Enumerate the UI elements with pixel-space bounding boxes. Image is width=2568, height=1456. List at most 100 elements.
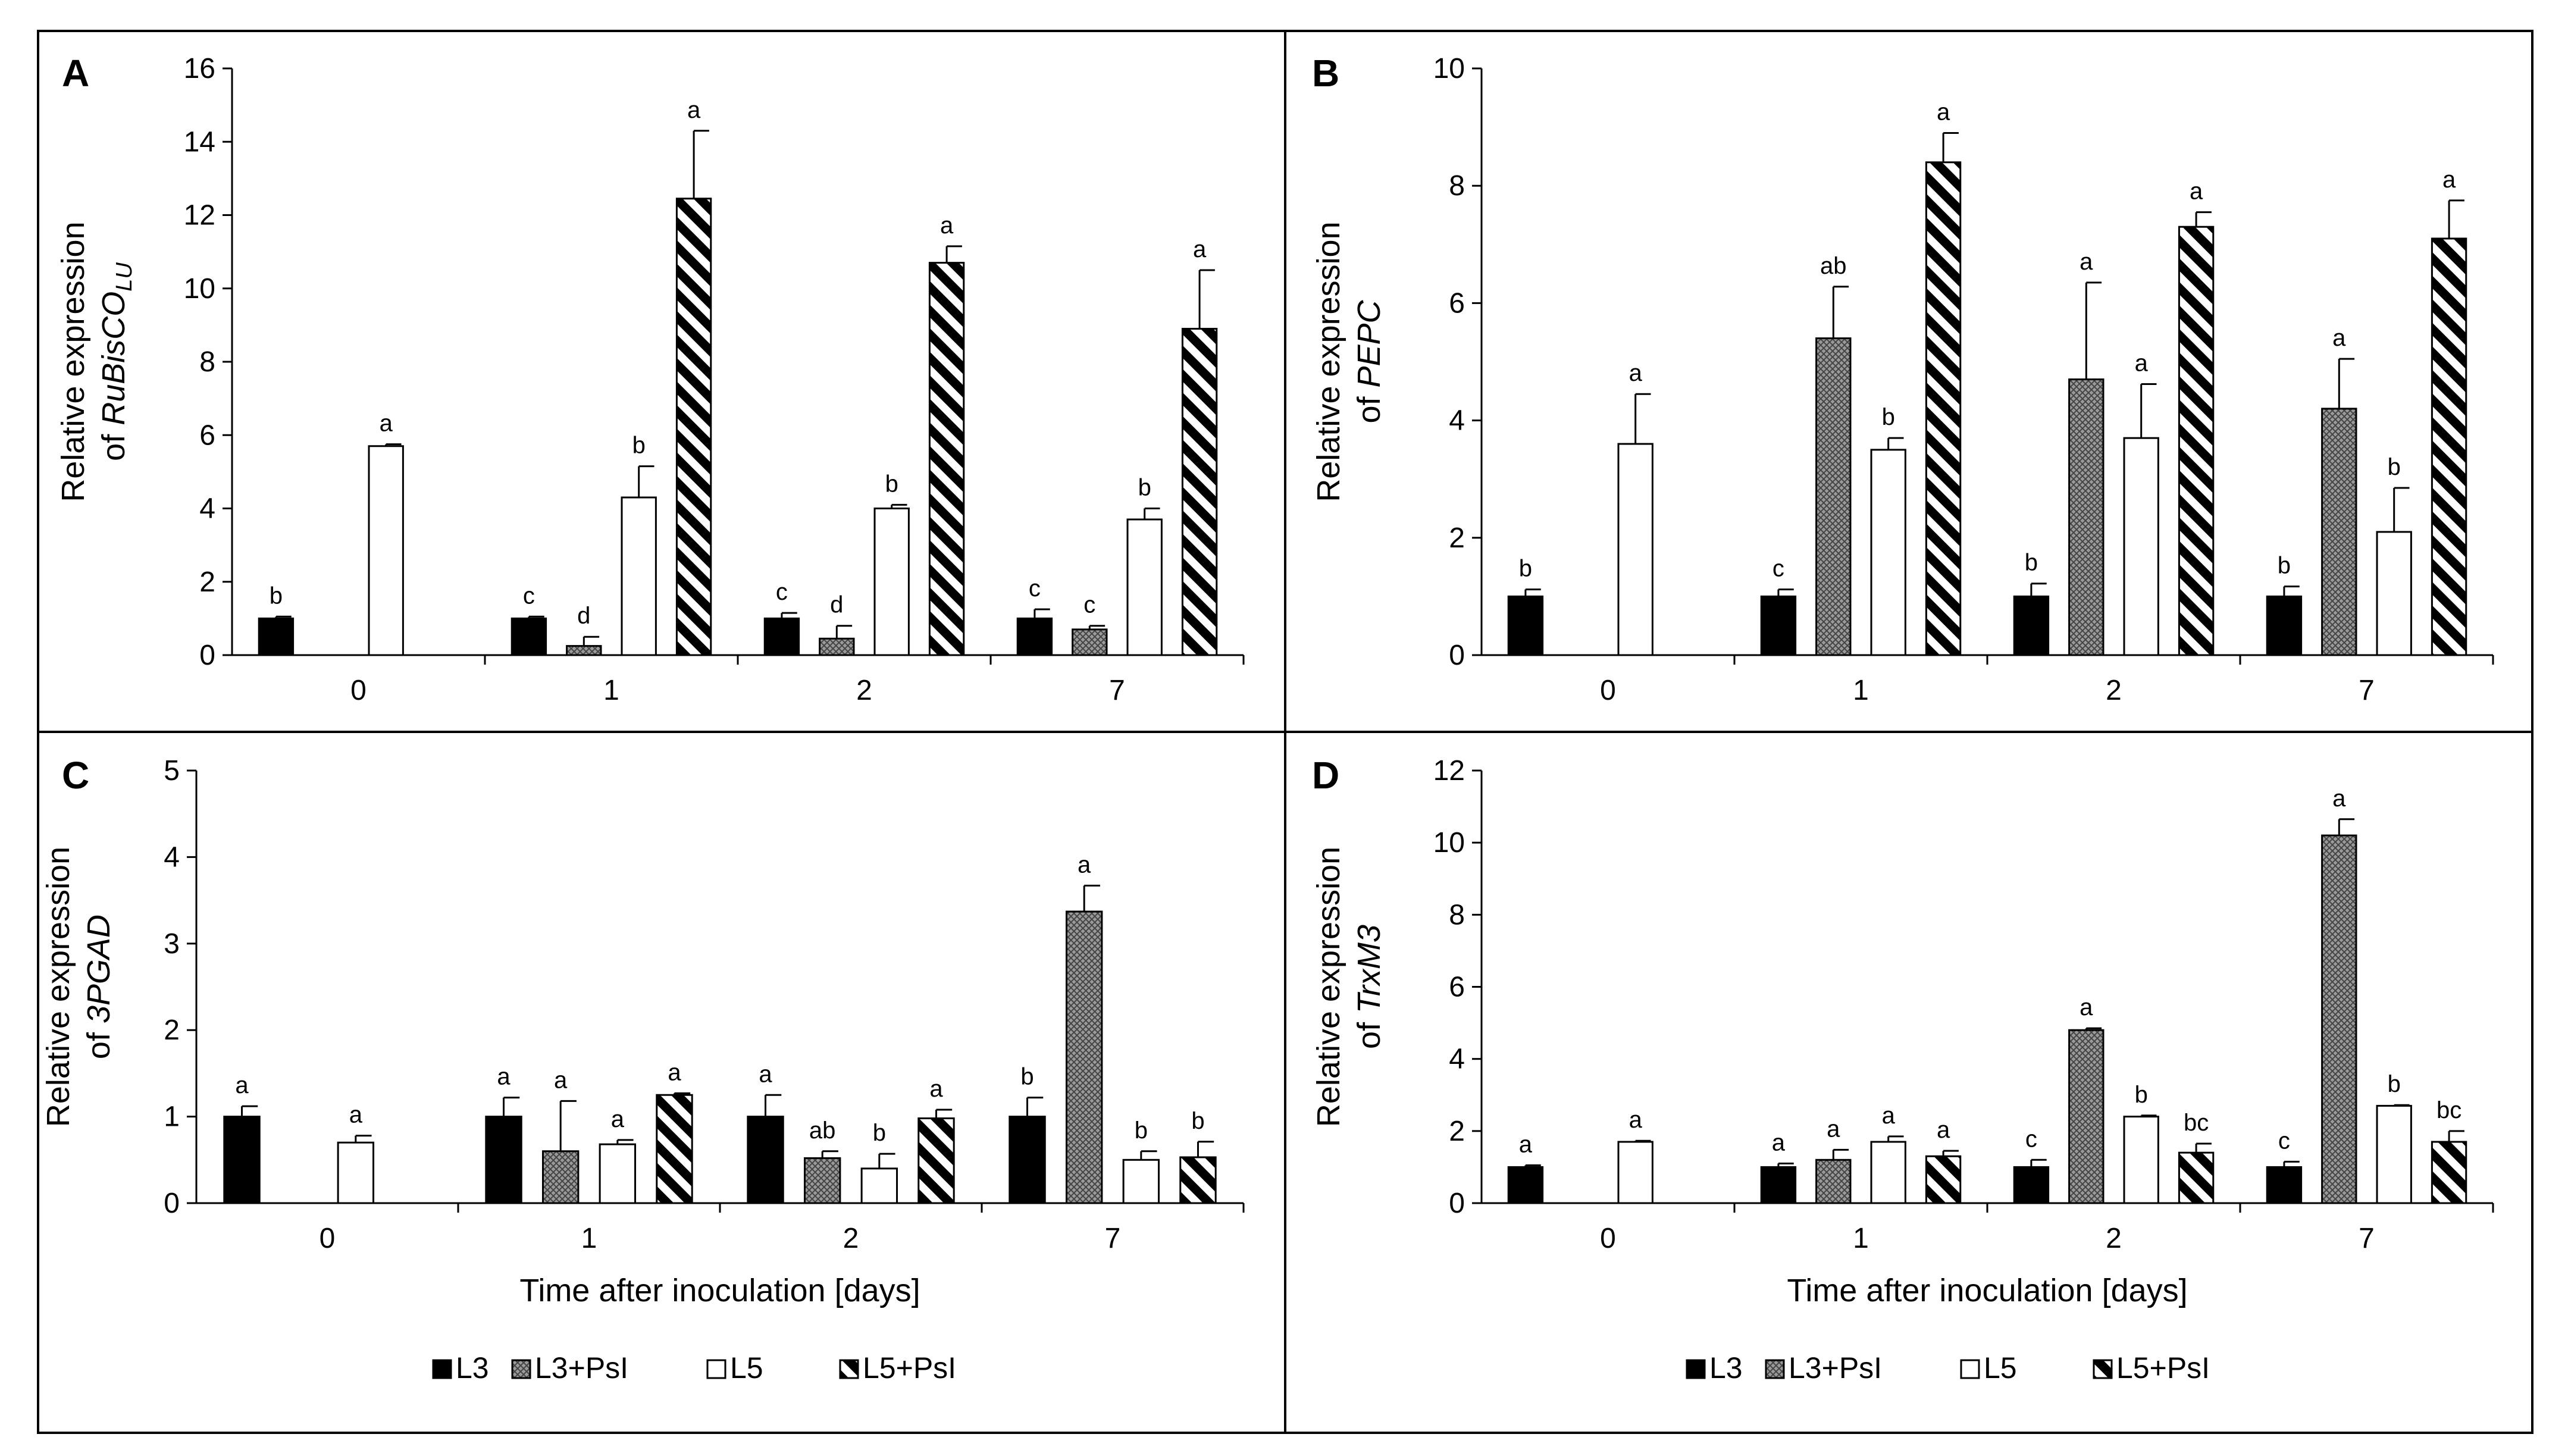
bar [2178,226,2215,656]
x-tick-label: 2 [856,675,872,706]
bar [675,198,712,656]
panel-letter: C [62,754,89,797]
bar [763,617,800,656]
significance-label: c [1772,556,1784,582]
y-tick-label: 10 [1433,53,1465,84]
y-axis-title-line2: of TrxM3 [1351,925,1387,1049]
bar [337,1141,375,1204]
legend-swatch [2093,1359,2113,1379]
y-tick-label: 0 [199,640,215,671]
y-tick-label: 8 [199,346,215,378]
bar [368,445,404,656]
panel-b: B 0 2 4 6 8 10 Relative expression of PEPC 0 b a 1 c a… [1311,52,2494,706]
significance-label: b [1519,556,1532,582]
bar [860,1167,898,1204]
y-tick-label: 6 [1449,972,1465,1003]
bar [2013,595,2050,656]
legend-1: L3 L3+PsI L5 L5+PsI [432,1351,956,1385]
bar [485,1116,522,1204]
bar [258,617,295,656]
y-tick-label: 16 [184,53,215,84]
bar [1072,628,1108,656]
y-tick-label: 3 [164,928,180,960]
y-axis-title-prefix: of [96,425,131,461]
y-tick-label: 14 [184,126,215,158]
bar [747,1116,784,1204]
legend-label: L5 [1984,1351,2017,1385]
x-tick-label: 1 [581,1223,597,1254]
bar [2431,1141,2467,1204]
significance-label: a [668,1059,681,1085]
bar [1925,161,1962,656]
significance-label: a [1937,1117,1950,1143]
x-tick-label: 7 [2359,1223,2375,1254]
legend-swatch [511,1359,531,1379]
significance-label: a [1882,1103,1896,1129]
significance-label: a [929,1076,943,1102]
bar [2013,1166,2050,1204]
y-tick-label: 4 [199,493,215,525]
bar [223,1116,261,1204]
significance-label: c [1083,592,1095,618]
bar [541,1150,580,1204]
legend-label: L5+PsI [2116,1351,2210,1385]
legend-label: L5 [730,1351,763,1385]
significance-label: c [1029,575,1041,602]
significance-label: a [2442,167,2456,193]
x-tick-label: 2 [2106,1223,2122,1254]
bar [1181,328,1218,656]
y-tick-label: 4 [164,841,180,873]
bar [928,262,965,656]
panel-letter: D [1312,754,1339,797]
y-axis-title-line2: of 3PGAD [81,915,117,1059]
significance-label: b [2135,1082,2148,1108]
significance-label: a [497,1064,511,1090]
bar [873,508,910,656]
y-axis-title-gene-subscript: LU [112,262,137,292]
bar [1009,1116,1046,1204]
legend-2: L3 L3+PsI L5 L5+PsI [1686,1351,2210,1385]
y-axis-title: Relative expression of TrxM3 [1311,847,1387,1127]
bar [2266,595,2303,656]
x-axis-title: Time after inoculation [days] [1787,1273,2187,1308]
bar [2123,437,2159,656]
significance-label: a [554,1067,568,1093]
significance-label: a [1078,851,1091,878]
y-tick-label: 8 [1449,899,1465,931]
x-tick-label: 1 [1853,675,1869,706]
bar [1815,1158,1852,1204]
y-tick-label: 12 [1433,755,1465,787]
y-axis-title-prefix: of [81,1023,117,1059]
y-axis-title-line1: Relative expression [1311,221,1346,502]
significance-label: b [2025,550,2038,576]
significance-label: b [2388,1071,2401,1097]
significance-label: b [1191,1108,1204,1134]
bar [2123,1116,2159,1204]
bar [917,1117,955,1204]
bar [656,1094,693,1204]
x-tick-label: 2 [843,1223,859,1254]
bar [1507,1166,1544,1204]
y-axis-title-prefix: of [1351,1013,1387,1049]
legend-label: L3+PsI [1789,1351,1882,1385]
significance-label: b [1882,404,1895,430]
significance-label: bc [2437,1097,2461,1123]
significance-label: c [523,583,535,609]
x-tick-label: 0 [1600,675,1616,706]
x-axis-title: Time after inoculation [days] [519,1273,920,1308]
y-axis-title-line2: of PEPC [1351,299,1387,423]
legend-swatch [1960,1359,1980,1379]
legend-label: L3 [456,1351,489,1385]
bar [1122,1158,1160,1204]
legend-swatch [1765,1359,1785,1379]
bar [1507,595,1544,656]
significance-label: a [759,1061,772,1087]
legend-swatch [432,1359,452,1379]
significance-label: a [2135,350,2149,376]
significance-label: d [830,592,843,618]
significance-label: a [611,1106,625,1132]
panel-letter: A [62,52,89,95]
legend-swatch [706,1359,726,1379]
bar [599,1143,637,1204]
bar [1925,1155,1962,1204]
